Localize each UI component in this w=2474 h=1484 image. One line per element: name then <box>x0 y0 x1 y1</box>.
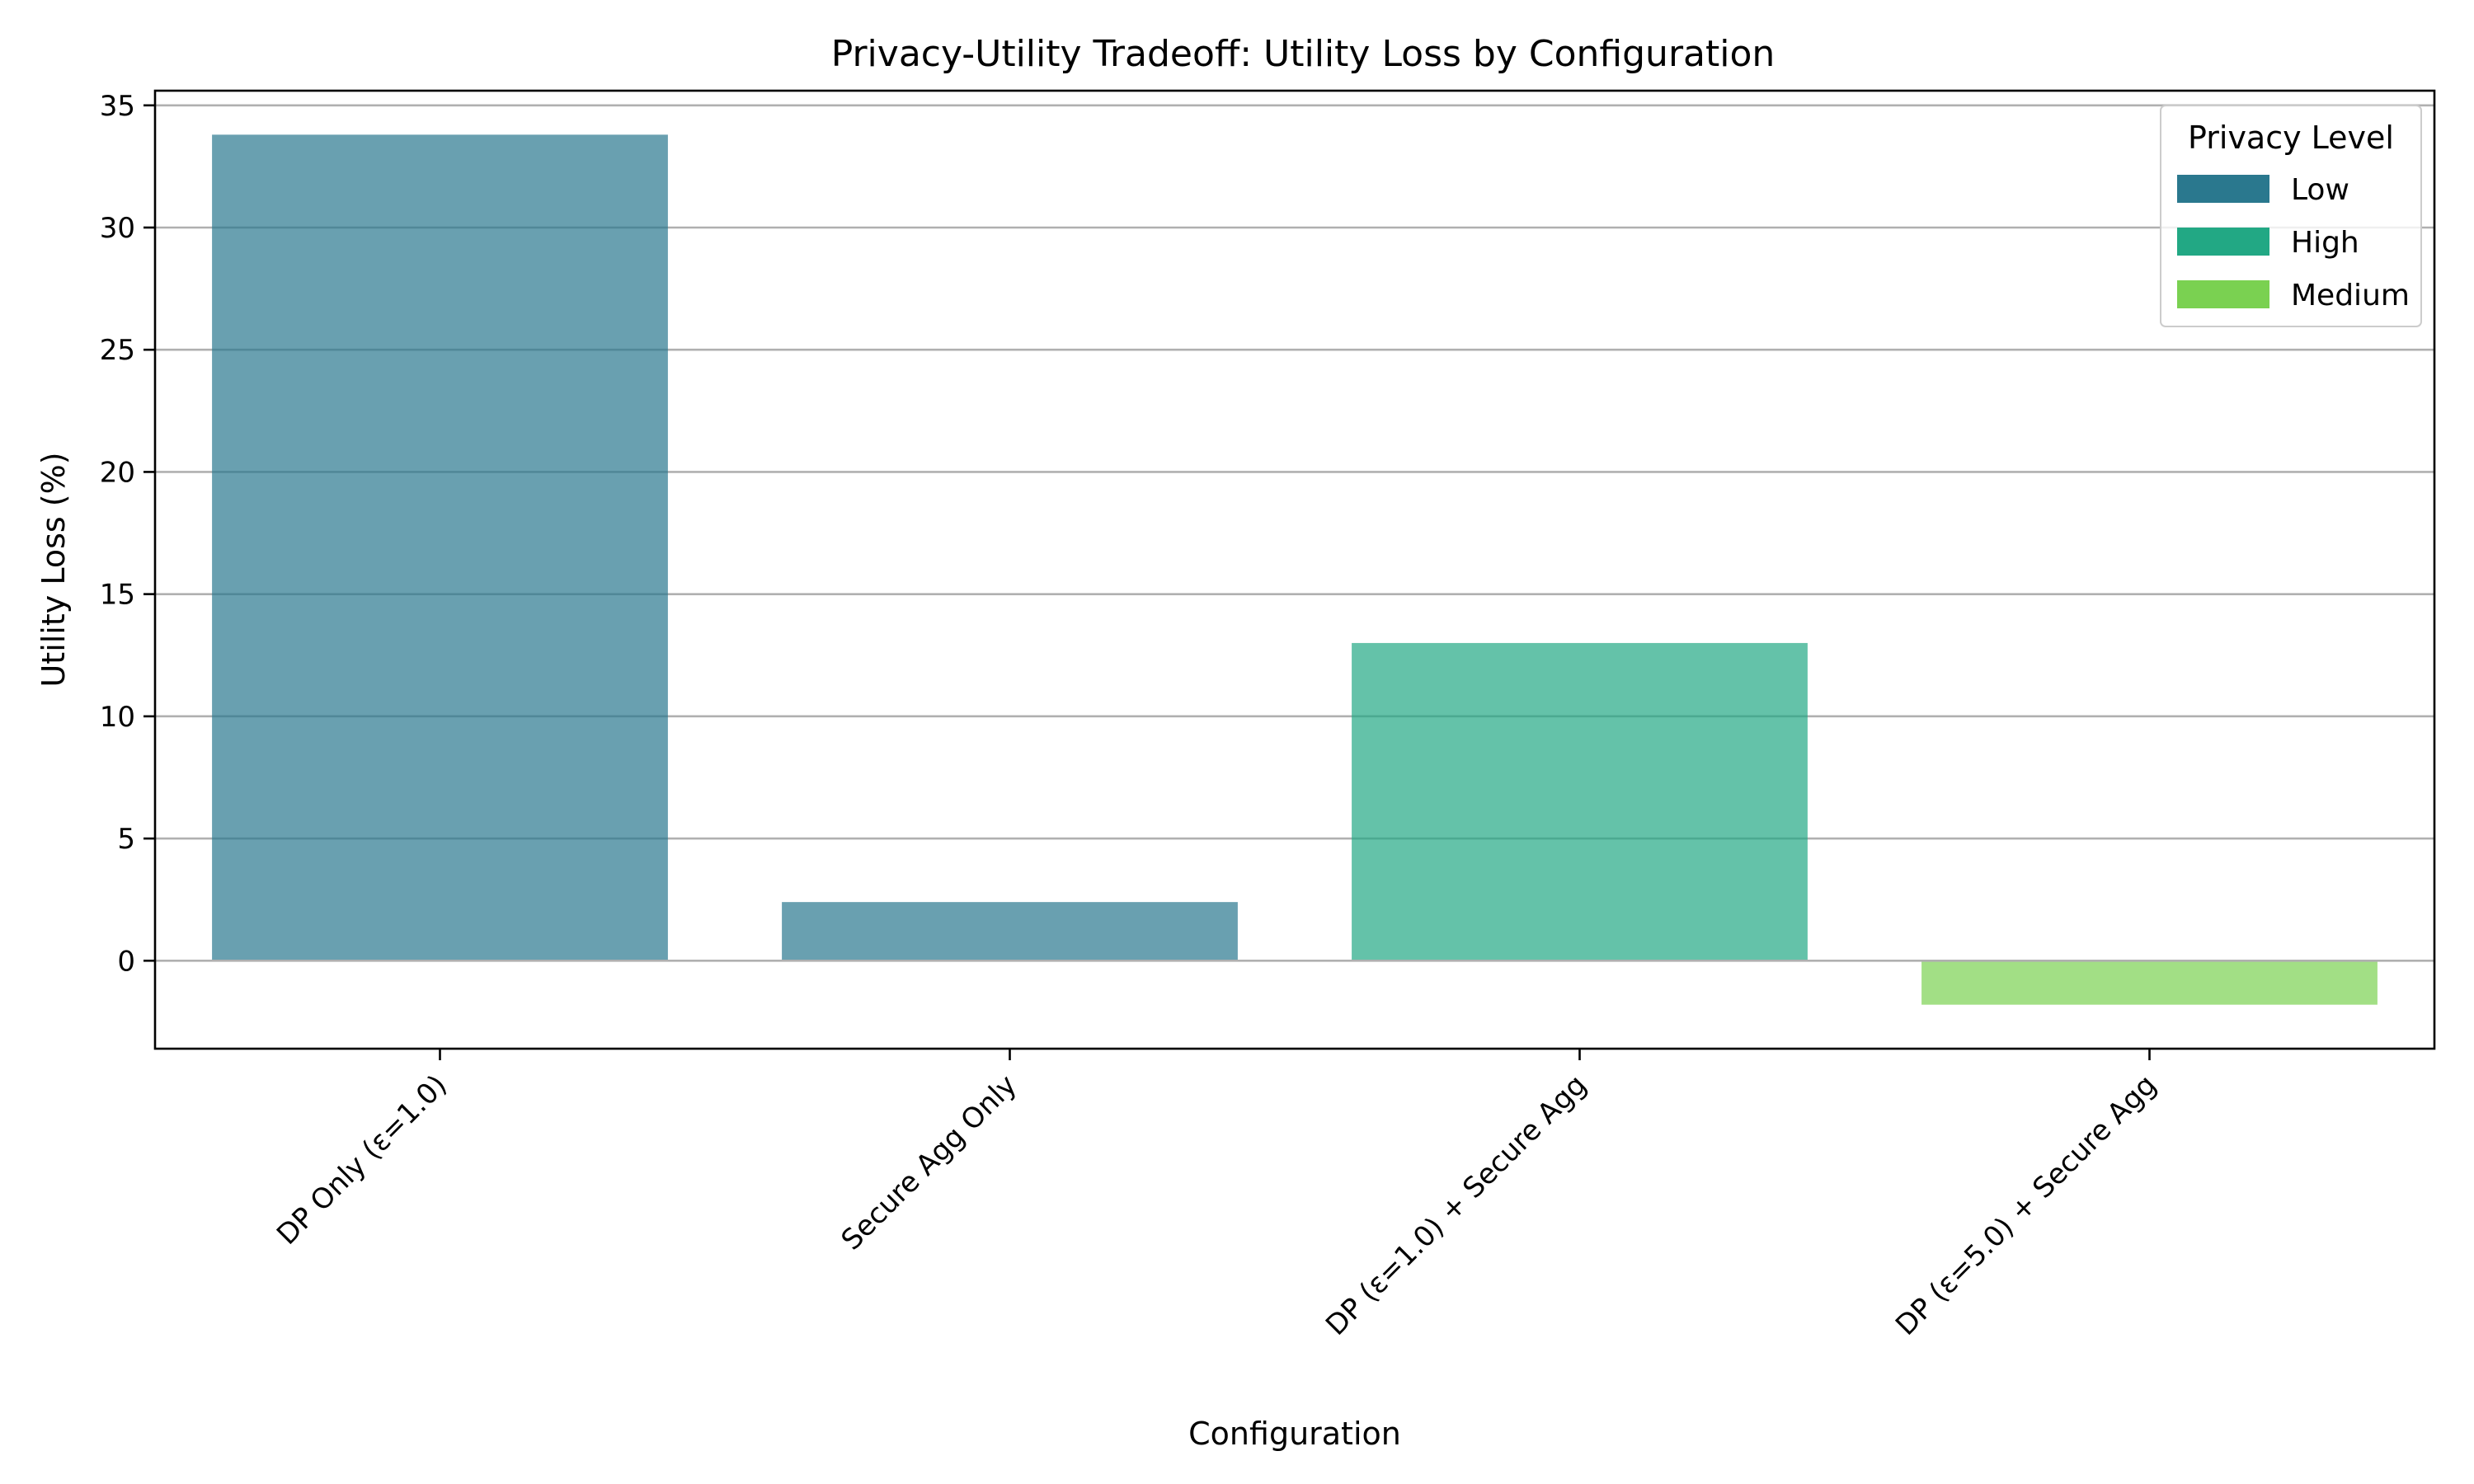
y-axis-label: Utility Loss (%) <box>35 452 72 687</box>
legend-box <box>2160 105 2422 327</box>
legend-swatch-medium <box>2177 280 2269 308</box>
legend: Privacy Level Low High Medium <box>2160 105 2422 327</box>
y-axis-ticks: 0 5 10 15 20 25 30 35 <box>100 90 155 978</box>
y-tick-label: 0 <box>117 945 135 978</box>
bar-2 <box>1352 642 1808 961</box>
bar-1 <box>782 902 1238 961</box>
bar-3 <box>1921 960 2378 1005</box>
y-tick-label: 15 <box>100 579 135 612</box>
legend-label-medium: Medium <box>2291 279 2410 312</box>
bars <box>212 134 2378 1005</box>
plot-frame <box>153 89 2436 1050</box>
legend-title: Privacy Level <box>2188 120 2394 156</box>
y-tick-label: 5 <box>117 823 135 856</box>
legend-label-high: High <box>2291 226 2359 260</box>
y-tick-label: 25 <box>100 334 135 367</box>
x-axis-label: Configuration <box>1188 1416 1401 1452</box>
y-tick-label: 35 <box>100 90 135 123</box>
legend-swatch-high <box>2177 228 2269 256</box>
y-tick-label: 10 <box>100 701 135 734</box>
legend-entries: Low High Medium <box>2177 173 2410 312</box>
y-tick-label: 20 <box>100 456 135 489</box>
chart-title: Privacy-Utility Tradeoff: Utility Loss b… <box>831 33 1776 75</box>
bar-0 <box>212 134 668 961</box>
legend-label-low: Low <box>2291 173 2349 207</box>
y-tick-label: 30 <box>100 212 135 245</box>
legend-swatch-low <box>2177 175 2269 203</box>
